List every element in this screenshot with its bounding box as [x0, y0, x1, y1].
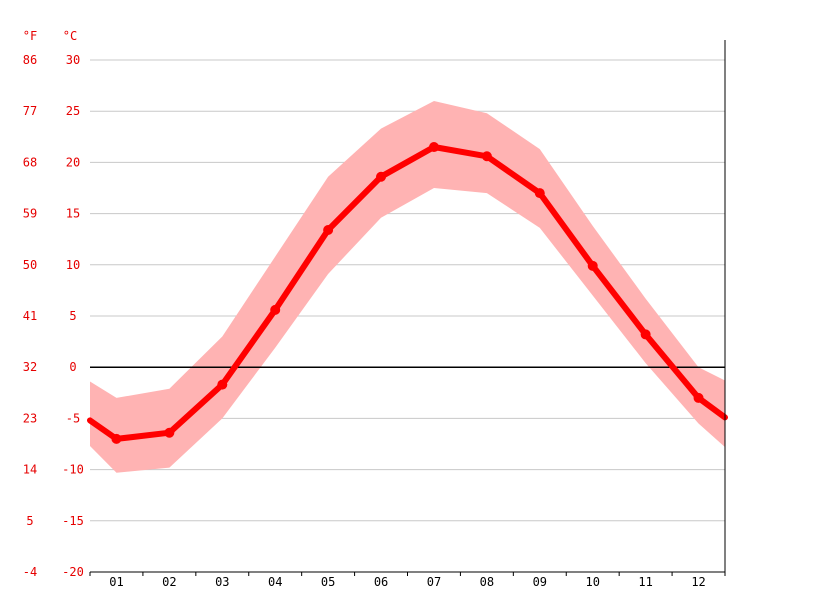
x-tick-label: 05: [321, 575, 335, 589]
x-tick-label: 09: [533, 575, 547, 589]
average-temperature-point: [323, 224, 334, 235]
y-tick-label-celsius: -10: [62, 463, 84, 477]
y-tick-label-celsius: -15: [62, 514, 84, 528]
y-tick-label-celsius: 20: [66, 155, 80, 169]
x-tick-label: 02: [162, 575, 176, 589]
average-temperature-point: [270, 304, 281, 315]
average-temperature-point: [376, 171, 387, 182]
x-tick-label: 10: [585, 575, 599, 589]
y-tick-label-celsius: 5: [69, 309, 76, 323]
average-temperature-point: [428, 142, 439, 153]
y-tick-label-fahrenheit: 59: [23, 207, 37, 221]
x-tick-label: 12: [691, 575, 705, 589]
temperature-range-band: [90, 101, 725, 473]
unit-label-celsius: °C: [63, 29, 77, 43]
y-tick-label-celsius: 10: [66, 258, 80, 272]
x-tick-label: 03: [215, 575, 229, 589]
y-tick-label-celsius: 15: [66, 207, 80, 221]
y-tick-label-celsius: 25: [66, 104, 80, 118]
y-tick-label-fahrenheit: -4: [23, 565, 37, 579]
y-tick-label-fahrenheit: 41: [23, 309, 37, 323]
y-tick-label-fahrenheit: 77: [23, 104, 37, 118]
average-temperature-point: [640, 329, 651, 340]
y-tick-label-fahrenheit: 32: [23, 360, 37, 374]
average-temperature-point: [111, 433, 122, 444]
y-tick-label-fahrenheit: 50: [23, 258, 37, 272]
y-tick-label-fahrenheit: 14: [23, 463, 37, 477]
y-tick-label-fahrenheit: 23: [23, 411, 37, 425]
unit-label-fahrenheit: °F: [23, 29, 37, 43]
average-temperature-point: [534, 188, 545, 199]
y-tick-label-celsius: -20: [62, 565, 84, 579]
x-tick-label: 04: [268, 575, 282, 589]
average-temperature-point: [693, 392, 704, 403]
average-temperature-series: [87, 142, 728, 444]
y-tick-label-fahrenheit: 5: [26, 514, 33, 528]
axes: [89, 40, 726, 576]
average-temperature-point: [164, 427, 175, 438]
y-tick-labels: 86 30 77 25 68 20 59 15 50 10 41 5 32 0 23 -5 14 -10 5 -15 -…: [23, 53, 84, 579]
average-temperature-point: [587, 260, 598, 271]
x-tick-label: 06: [374, 575, 388, 589]
y-tick-label-celsius: 30: [66, 53, 80, 67]
x-tick-label: 07: [427, 575, 441, 589]
y-tick-label-fahrenheit: 86: [23, 53, 37, 67]
x-tick-label: 11: [638, 575, 652, 589]
y-tick-label-fahrenheit: 68: [23, 155, 37, 169]
average-temperature-line: [87, 144, 728, 442]
x-tick-label: 01: [109, 575, 123, 589]
x-tick-labels: 01 02 03 04 05 06 07 08 09 10 11 12: [109, 575, 706, 589]
y-tick-label-celsius: 0: [69, 360, 76, 374]
average-temperature-point: [217, 379, 228, 390]
min-max-band: [90, 101, 725, 473]
average-temperature-point: [481, 151, 492, 162]
x-tick-label: 08: [480, 575, 494, 589]
y-tick-label-celsius: -5: [66, 411, 80, 425]
